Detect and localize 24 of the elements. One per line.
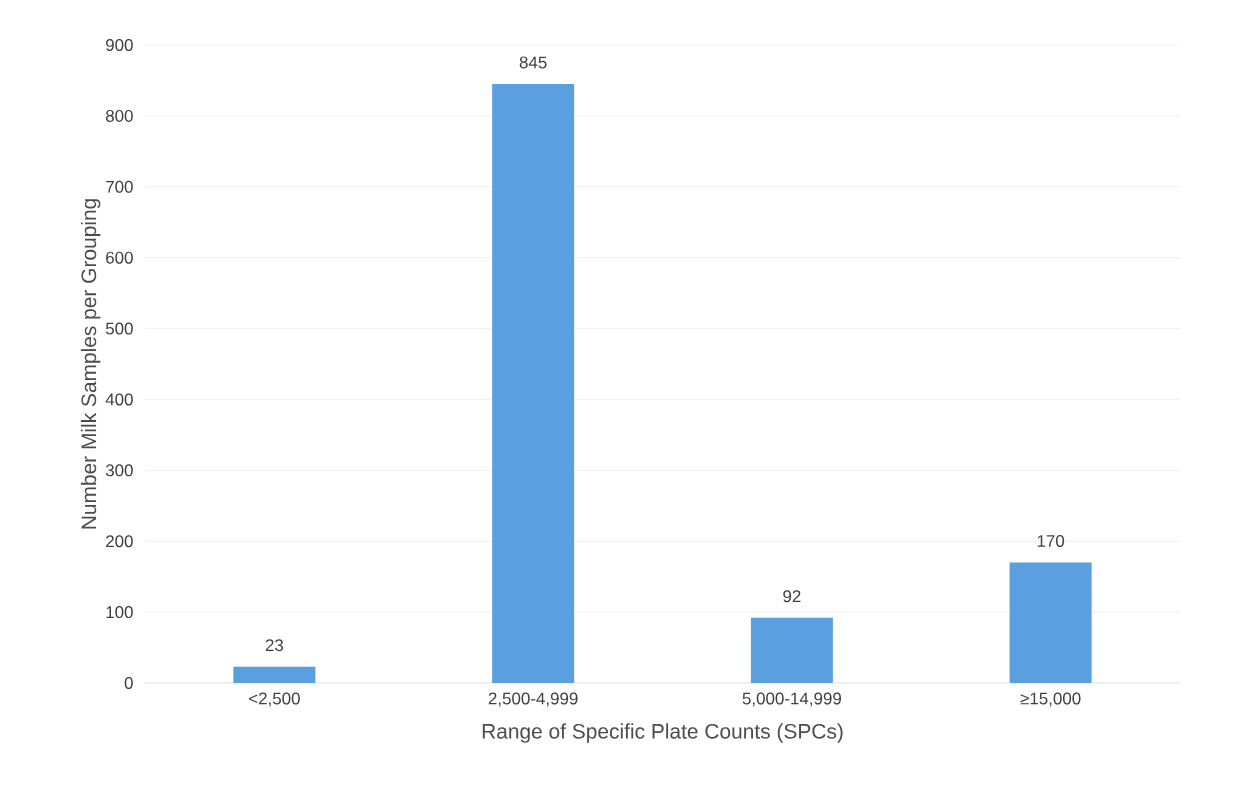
bar <box>1009 562 1092 683</box>
data-label: 92 <box>783 590 801 603</box>
x-tick-label: 2,500-4,999 <box>488 692 578 707</box>
y-tick-label: 100 <box>106 606 133 619</box>
bar <box>492 83 575 683</box>
data-label: 170 <box>1037 534 1065 547</box>
y-tick-label: 400 <box>105 393 133 406</box>
x-tick-label: ≥15,000 <box>1020 692 1081 707</box>
x-axis-title: Range of Specific Plate Counts (SPCs) <box>482 723 843 743</box>
y-tick-label: 200 <box>106 535 133 548</box>
y-axis-title: Number Milk Samples per Grouping <box>80 199 101 529</box>
y-tick-label: 300 <box>105 464 133 477</box>
y-tick-label: 900 <box>106 39 133 51</box>
y-tick-label: 800 <box>105 109 133 122</box>
x-tick-label: <2,500 <box>249 692 300 707</box>
y-tick-label: 700 <box>106 180 133 193</box>
y-tick-label: 0 <box>124 676 133 689</box>
data-label: 23 <box>265 639 284 652</box>
data-label: 845 <box>519 56 547 69</box>
bar <box>233 666 316 683</box>
x-tick-label: 5,000-14,999 <box>742 692 841 707</box>
y-tick-label: 600 <box>106 251 133 264</box>
y-tick-label: 500 <box>105 322 133 335</box>
bar <box>750 617 833 683</box>
